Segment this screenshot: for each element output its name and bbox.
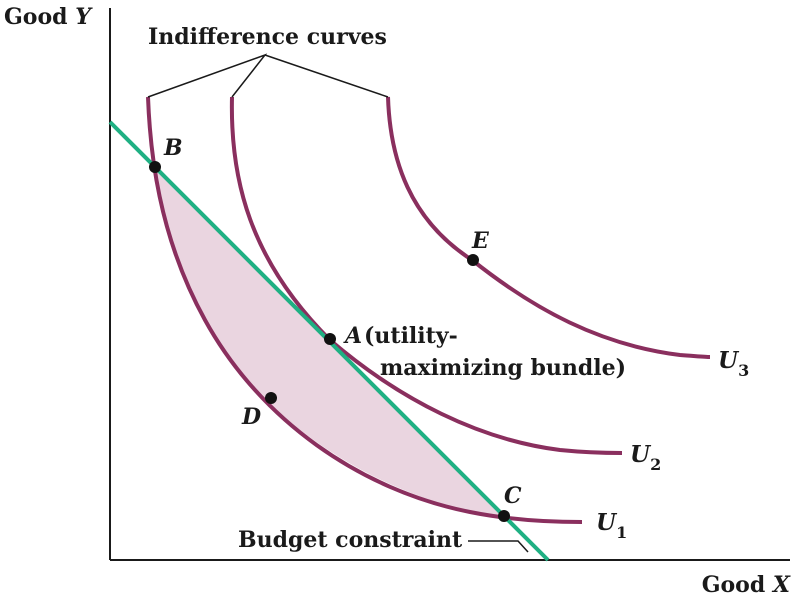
u3-label-subscript: 3 (738, 361, 749, 380)
indifference-curve-u2 (229, 96, 623, 455)
point-c (498, 510, 510, 522)
point-c-label: C (504, 483, 522, 509)
utility-maximizing-annotation-line2: maximizing bundle) (380, 355, 626, 381)
y-axis-label-word: Good (4, 4, 68, 30)
indifference-curves-label: Indifference curves (148, 24, 387, 50)
point-b-label: B (163, 135, 183, 161)
u3-label-letter: U (718, 347, 740, 374)
indifference-curve-u3 (386, 96, 711, 359)
u2-label-subscript: 2 (650, 455, 661, 474)
u1-label: U1 (596, 509, 627, 542)
y-axis-label-var: Y (75, 4, 93, 30)
indifference-callout-lines (147, 53, 268, 98)
budget-constraint-label: Budget constraint (238, 527, 463, 553)
x-axis-label-var: X (771, 572, 791, 598)
y-axis-label: Good Y (4, 4, 93, 30)
x-axis-label: Good X (702, 572, 791, 598)
point-e (467, 254, 479, 266)
point-a-label: A (343, 323, 362, 349)
u1-label-subscript: 1 (616, 523, 627, 542)
u1-label-letter: U (596, 509, 618, 536)
point-d (265, 392, 277, 404)
budget-callout-line (468, 540, 529, 553)
x-axis-label-word: Good (702, 572, 766, 598)
utility-maximizing-annotation-line1: (utility- (364, 323, 458, 349)
u2-label-letter: U (630, 441, 652, 468)
point-b (149, 161, 161, 173)
u3-label: U3 (718, 347, 749, 380)
indifference-callout-line-u3 (264, 54, 389, 98)
point-a (324, 333, 336, 345)
point-d-label: D (241, 404, 261, 430)
u2-label: U2 (630, 441, 661, 474)
point-e-label: E (471, 228, 490, 254)
